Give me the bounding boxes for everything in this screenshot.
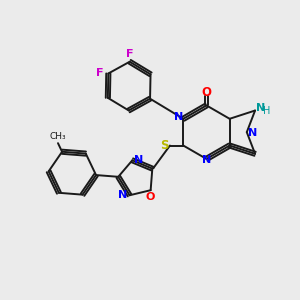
Text: N: N <box>202 154 211 164</box>
Text: N: N <box>118 190 128 200</box>
Text: CH₃: CH₃ <box>50 132 66 141</box>
Text: F: F <box>126 49 134 59</box>
Text: N: N <box>174 112 184 122</box>
Text: F: F <box>96 68 104 79</box>
Text: N: N <box>134 155 143 165</box>
Text: S: S <box>160 139 169 152</box>
Text: O: O <box>202 86 212 99</box>
Text: N: N <box>256 103 265 113</box>
Text: H: H <box>263 106 270 116</box>
Text: O: O <box>146 192 155 202</box>
Text: N: N <box>248 128 257 138</box>
